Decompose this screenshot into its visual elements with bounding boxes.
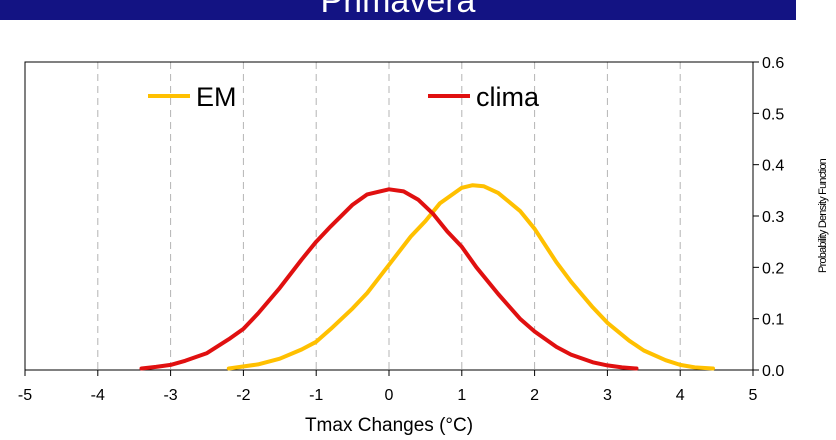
y-tick-label: 0.4 (762, 158, 784, 175)
x-tick-label: -5 (18, 387, 32, 404)
y-axis-label: Probability Density Function (817, 158, 829, 273)
x-tick-label: 2 (530, 387, 539, 404)
legend-label-em: EM (196, 82, 237, 112)
legend-label-clima: clima (476, 82, 540, 112)
plot-area-frame (24, 61, 754, 371)
x-tick-label: -2 (236, 387, 250, 404)
x-tick-label: -1 (309, 387, 323, 404)
x-tick-label: 5 (749, 387, 758, 404)
y-tick-label: 0.0 (762, 363, 784, 380)
title-bar: Primavera (0, 0, 796, 20)
x-tick-label: -3 (163, 387, 177, 404)
x-tick-label: -4 (91, 387, 105, 404)
y-tick-label: 0.2 (762, 260, 784, 277)
y-tick-label: 0.5 (762, 106, 784, 123)
x-tick-label: 1 (457, 387, 466, 404)
y-tick-label: 0.3 (762, 209, 784, 226)
y-tick-label: 0.6 (762, 55, 784, 72)
x-tick-label: 3 (603, 387, 612, 404)
x-tick-label: 0 (385, 387, 394, 404)
legend: EM clima (148, 82, 540, 112)
y-tick-label: 0.1 (762, 312, 784, 329)
series-layer (139, 183, 715, 371)
tick-layer: -5 -4 -3 -2 -1 0 1 2 3 4 50.0 0.1 0.2 0.3 0.4 0.5 0.6 (18, 55, 784, 404)
grid-layer (97, 62, 681, 370)
chart-title: Primavera (320, 0, 476, 20)
series-line-clima (139, 187, 639, 371)
series-line-em (226, 183, 715, 371)
x-axis-label: Tmax Changes (°C) (305, 415, 473, 436)
x-tick-label: 4 (676, 387, 685, 404)
